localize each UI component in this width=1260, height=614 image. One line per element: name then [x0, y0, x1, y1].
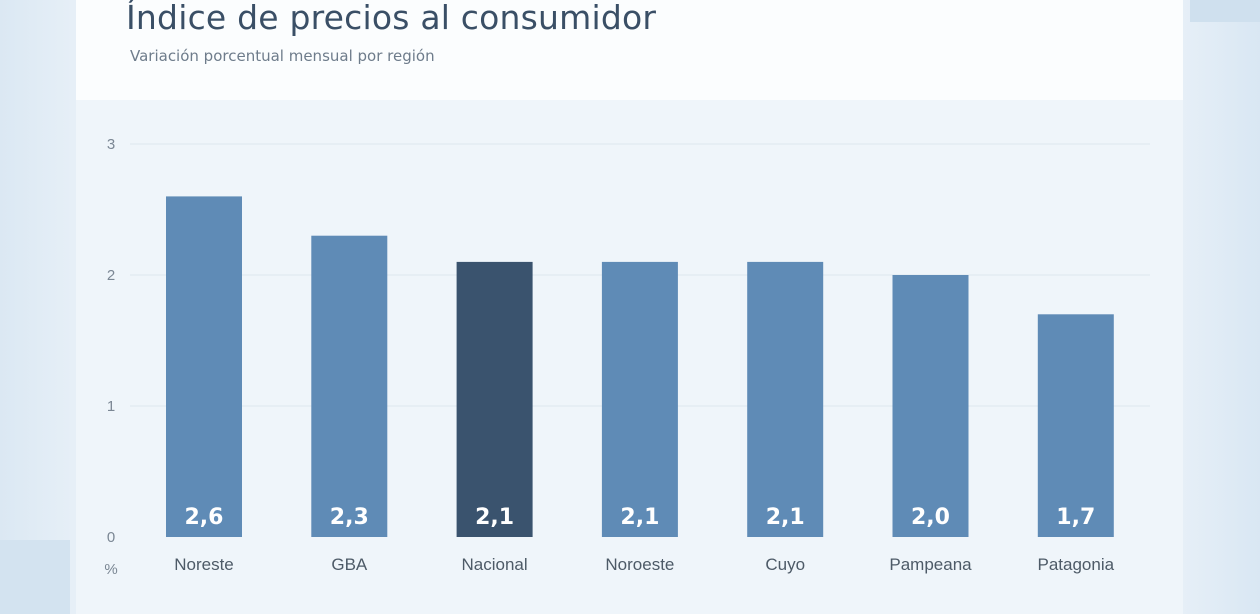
- bar-value-label: 2,6: [185, 505, 224, 530]
- bar: [892, 275, 969, 537]
- bar-value-label: 2,1: [620, 505, 659, 530]
- bar: [601, 261, 678, 537]
- x-tick-label: Noroeste: [605, 555, 674, 574]
- x-tick-label: Patagonia: [1038, 555, 1115, 574]
- bar: [456, 261, 533, 537]
- bar-value-label: 2,1: [475, 505, 514, 530]
- bar: [747, 261, 824, 537]
- bar-value-label: 2,3: [330, 505, 369, 530]
- y-tick-label: 0: [107, 529, 115, 546]
- x-tick-label: Cuyo: [765, 555, 805, 574]
- corner-decoration-bottom-left: [0, 540, 70, 614]
- bar-value-label: 1,7: [1056, 505, 1095, 530]
- y-tick-label: 3: [107, 136, 115, 153]
- page-subtitle: Variación porcentual mensual por región: [130, 47, 435, 65]
- x-tick-label: Noreste: [174, 555, 234, 574]
- corner-decoration-top-right: [1190, 0, 1260, 22]
- x-tick-label: Pampeana: [889, 555, 972, 574]
- bar-value-label: 2,0: [911, 505, 950, 530]
- y-tick-label: 1: [107, 398, 115, 415]
- y-tick-label: 2: [107, 267, 115, 284]
- bar: [1037, 314, 1114, 537]
- bar: [166, 196, 242, 537]
- bar-value-label: 2,1: [766, 505, 805, 530]
- x-tick-label: GBA: [331, 555, 368, 574]
- x-tick-label: Nacional: [462, 555, 528, 574]
- y-unit-label: %: [104, 561, 117, 578]
- page-title: Índice de precios al consumidor: [126, 0, 657, 37]
- bar: [311, 235, 388, 537]
- header-panel: [76, 0, 1183, 100]
